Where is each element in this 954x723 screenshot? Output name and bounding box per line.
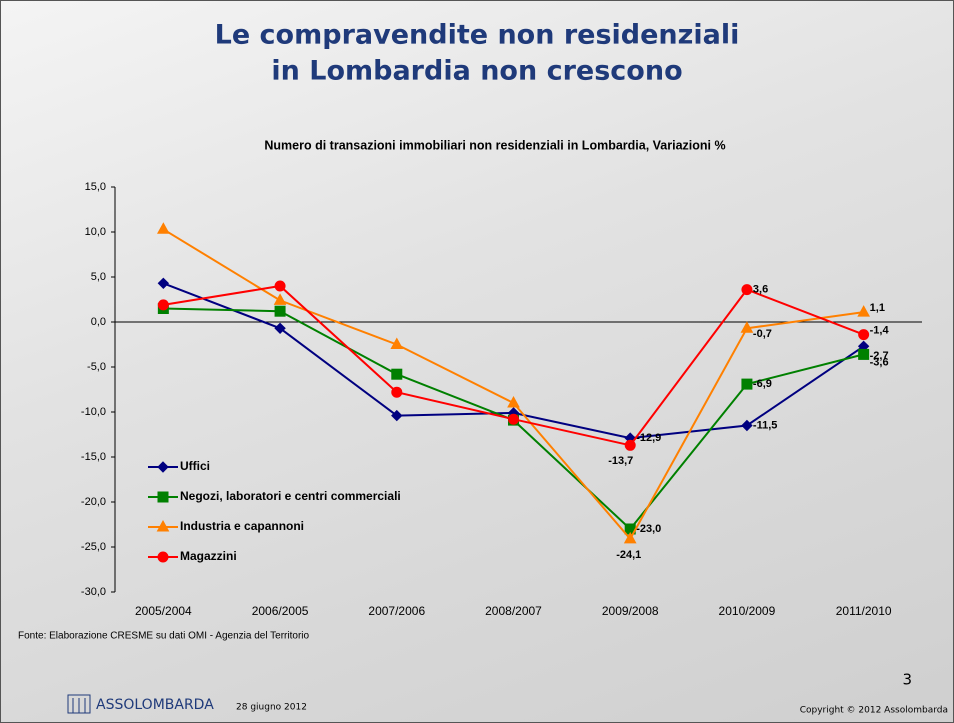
x-tick-label: 2010/2009 bbox=[719, 604, 776, 618]
data-label: 3,6 bbox=[753, 284, 768, 296]
series: -12,9-11,5-2,7 bbox=[158, 278, 888, 444]
chart-title: Numero di transazioni immobiliari non re… bbox=[264, 138, 725, 152]
y-tick-label: 5,0 bbox=[91, 271, 106, 283]
slide-title: Le compravendite non residenziali bbox=[215, 20, 740, 51]
point bbox=[158, 278, 168, 288]
data-label: -23,0 bbox=[636, 523, 661, 535]
y-tick-label: 15,0 bbox=[85, 181, 106, 193]
slide-title: in Lombardia non crescono bbox=[271, 56, 682, 87]
point bbox=[275, 281, 285, 291]
x-tick-label: 2008/2007 bbox=[485, 604, 542, 618]
legend-label: Uffici bbox=[180, 459, 210, 473]
point bbox=[158, 223, 169, 233]
x-tick-label: 2009/2008 bbox=[602, 604, 659, 618]
y-tick-label: -5,0 bbox=[87, 361, 106, 373]
series: -13,7 3,6 -1,4 bbox=[158, 281, 889, 467]
point bbox=[158, 300, 168, 310]
legend-marker bbox=[158, 552, 168, 562]
point bbox=[392, 369, 402, 379]
legend-label: Industria e capannoni bbox=[180, 519, 304, 533]
point bbox=[275, 294, 286, 304]
point bbox=[625, 440, 635, 450]
x-tick-label: 2005/2004 bbox=[135, 604, 192, 618]
y-tick-label: -25,0 bbox=[81, 541, 106, 553]
y-tick-label: 10,0 bbox=[85, 226, 106, 238]
data-label: -0,7 bbox=[753, 328, 772, 340]
point bbox=[509, 414, 519, 424]
data-label: -6,9 bbox=[753, 378, 772, 390]
point bbox=[742, 285, 752, 295]
date: 28 giugno 2012 bbox=[236, 703, 307, 713]
point bbox=[858, 306, 869, 316]
series: -24,1 -0,7 1,1 bbox=[158, 223, 885, 561]
x-tick-label: 2006/2005 bbox=[252, 604, 309, 618]
y-tick-label: -10,0 bbox=[81, 406, 106, 418]
legend-label: Negozi, laboratori e centri commerciali bbox=[180, 489, 401, 503]
point bbox=[859, 330, 869, 340]
data-label: -11,5 bbox=[753, 419, 777, 431]
point bbox=[742, 379, 752, 389]
logo bbox=[68, 695, 90, 713]
copyright: Copyright © 2012 Assolombarda bbox=[800, 706, 948, 716]
point bbox=[275, 306, 285, 316]
page-number: 3 bbox=[902, 671, 912, 689]
data-label: -13,7 bbox=[608, 455, 633, 467]
data-label: -3,6 bbox=[870, 356, 889, 368]
y-tick-label: 0,0 bbox=[91, 316, 106, 328]
legend-marker bbox=[158, 462, 168, 472]
data-label: 1,1 bbox=[870, 302, 885, 314]
point bbox=[392, 387, 402, 397]
x-tick-label: 2011/2010 bbox=[836, 604, 892, 618]
legend-marker bbox=[158, 492, 168, 502]
y-tick-label: -20,0 bbox=[81, 496, 106, 508]
source-note: Fonte: Elaborazione CRESME su dati OMI -… bbox=[18, 631, 309, 642]
data-label: -1,4 bbox=[870, 325, 890, 337]
chart: Le compravendite non residenziali in Lom… bbox=[0, 0, 954, 723]
data-label: -24,1 bbox=[616, 549, 641, 561]
y-tick-label: -15,0 bbox=[81, 451, 106, 463]
legend-label: Magazzini bbox=[180, 549, 237, 563]
slide: Le compravendite non residenziali in Lom… bbox=[0, 0, 954, 723]
brand: ASSOLOMBARDA bbox=[96, 697, 214, 713]
point bbox=[859, 349, 869, 359]
x-tick-label: 2007/2006 bbox=[368, 604, 425, 618]
y-tick-label: -30,0 bbox=[81, 586, 106, 598]
